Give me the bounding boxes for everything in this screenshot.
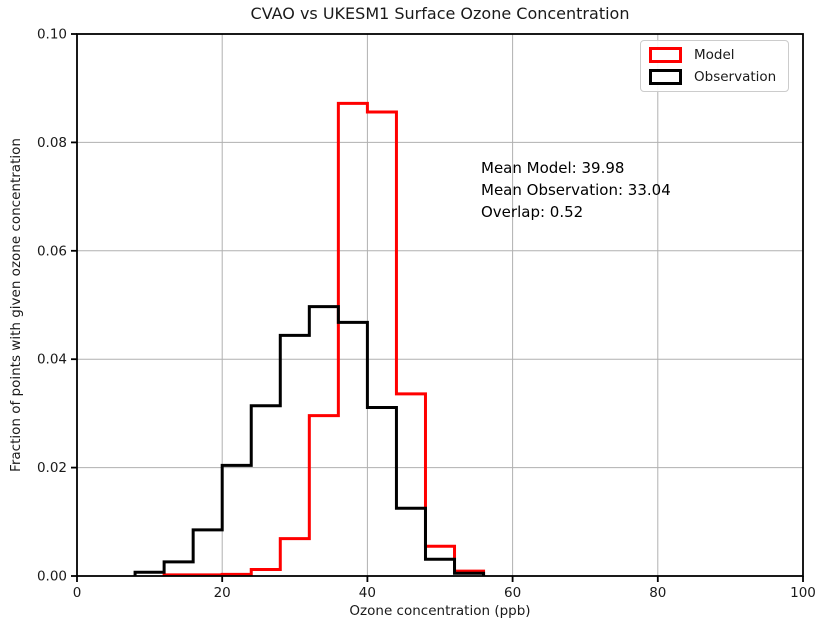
y-tick-label: 0.00 (37, 569, 67, 585)
y-tick-label: 0.06 (37, 243, 67, 259)
plot-border (76, 33, 804, 577)
series-observation-step (133, 305, 486, 576)
stats-annotation: Mean Model: 39.98 Mean Observation: 33.0… (481, 157, 671, 223)
y-tick-label: 0.02 (37, 460, 67, 476)
legend-entry-model: Model (649, 47, 776, 63)
series-model-step (162, 101, 486, 577)
annotation-line-mean-model: Mean Model: 39.98 (481, 159, 625, 177)
annotation-line-overlap: Overlap: 0.52 (481, 203, 584, 221)
x-tick-label: 0 (73, 585, 82, 601)
legend-label: Observation (694, 69, 777, 85)
observation-swatch-icon (649, 69, 682, 85)
y-axis-label: Fraction of points with given ozone conc… (8, 138, 24, 472)
legend-label: Model (694, 47, 735, 63)
x-tick-label: 40 (359, 585, 376, 601)
legend-entry-observation: Observation (649, 69, 776, 85)
annotation-line-mean-observation: Mean Observation: 33.04 (481, 181, 671, 199)
y-tick-label: 0.04 (37, 352, 67, 368)
model-swatch-icon (649, 47, 682, 63)
x-tick-label: 20 (214, 585, 231, 601)
y-tick-label: 0.10 (37, 27, 67, 43)
x-tick-label: 80 (649, 585, 666, 601)
chart-title: CVAO vs UKESM1 Surface Ozone Concentrati… (250, 4, 630, 23)
x-tick-label: 100 (790, 585, 816, 601)
y-tick-label: 0.08 (37, 135, 67, 151)
x-tick-label: 60 (504, 585, 521, 601)
x-axis-label: Ozone concentration (ppb) (349, 603, 531, 619)
legend: Model Observation (640, 40, 790, 92)
